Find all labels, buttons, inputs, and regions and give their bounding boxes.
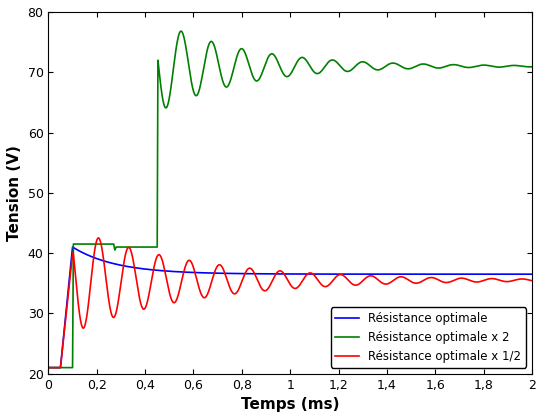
Résistance optimale x 1/2 — [529, 278, 535, 283]
Résistance optimale x 1/2 — [455, 276, 462, 281]
Résistance optimale x 1/2 — [167, 292, 173, 297]
Résistance optimale x 2 — [472, 64, 478, 69]
Résistance optimale — [472, 272, 478, 277]
Résistance optimale x 1/2 — [472, 279, 478, 285]
Résistance optimale x 1/2 — [95, 235, 102, 241]
Résistance optimale x 2 — [178, 28, 184, 34]
Résistance optimale x 2 — [230, 67, 237, 72]
Résistance optimale x 2 — [167, 92, 173, 97]
Résistance optimale — [450, 272, 456, 277]
Résistance optimale x 2 — [450, 62, 456, 67]
Résistance optimale x 1/2 — [230, 291, 237, 296]
Résistance optimale x 1/2 — [450, 278, 456, 283]
Résistance optimale x 1/2 — [45, 365, 52, 370]
Résistance optimale x 2 — [455, 63, 462, 68]
Line: Résistance optimale x 2: Résistance optimale x 2 — [48, 31, 532, 367]
Résistance optimale — [178, 269, 185, 274]
Résistance optimale — [45, 365, 52, 370]
Résistance optimale x 2 — [529, 64, 535, 69]
Résistance optimale x 1/2 — [178, 279, 185, 284]
Résistance optimale — [529, 272, 535, 277]
Résistance optimale x 2 — [45, 365, 52, 370]
X-axis label: Temps (ms): Temps (ms) — [241, 397, 339, 412]
Y-axis label: Tension (V): Tension (V) — [7, 145, 22, 241]
Résistance optimale — [70, 245, 76, 250]
Résistance optimale — [230, 271, 237, 276]
Legend: Résistance optimale, Résistance optimale x 2, Résistance optimale x 1/2: Résistance optimale, Résistance optimale… — [331, 308, 526, 368]
Résistance optimale — [167, 269, 173, 274]
Line: Résistance optimale x 1/2: Résistance optimale x 1/2 — [48, 238, 532, 367]
Résistance optimale x 2 — [178, 29, 185, 34]
Line: Résistance optimale: Résistance optimale — [48, 247, 532, 367]
Résistance optimale — [455, 272, 462, 277]
